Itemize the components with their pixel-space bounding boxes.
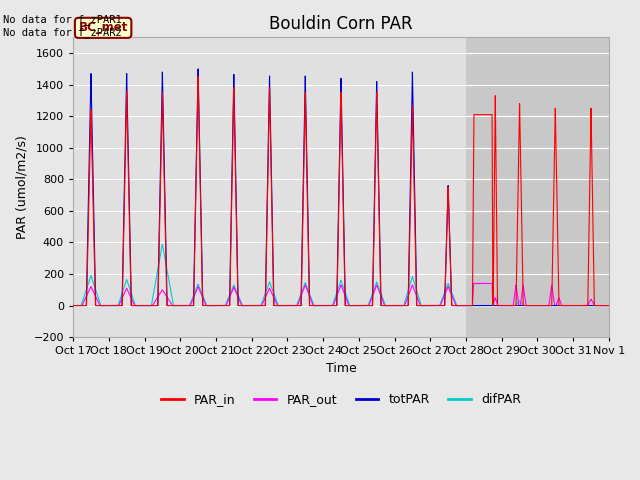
Title: Bouldin Corn PAR: Bouldin Corn PAR <box>269 15 413 33</box>
Y-axis label: PAR (umol/m2/s): PAR (umol/m2/s) <box>15 135 28 239</box>
X-axis label: Time: Time <box>326 362 356 375</box>
Text: No data for f_zPAR1
No data for f_zPAR2: No data for f_zPAR1 No data for f_zPAR2 <box>3 14 122 38</box>
Legend: PAR_in, PAR_out, totPAR, difPAR: PAR_in, PAR_out, totPAR, difPAR <box>156 388 526 411</box>
Text: BC_met: BC_met <box>79 21 128 35</box>
Bar <box>466 37 609 337</box>
